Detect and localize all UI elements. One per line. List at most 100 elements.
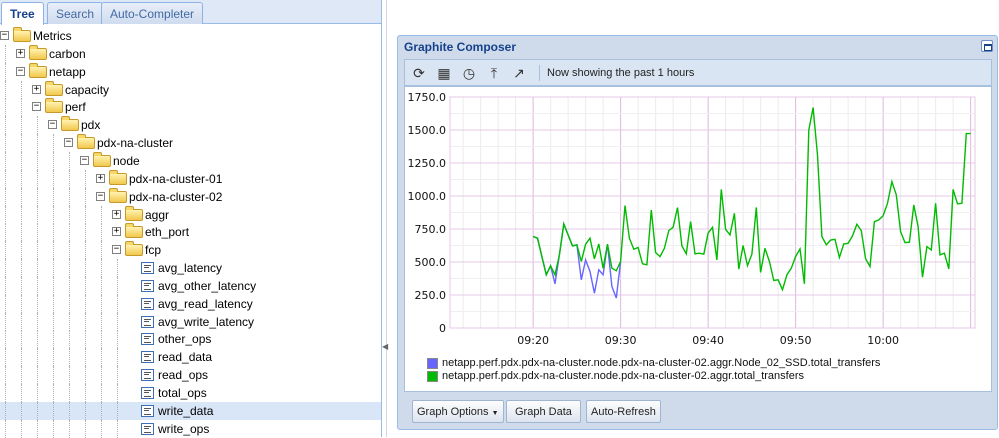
tab-tree[interactable]: Tree [1,2,44,25]
tree-metric[interactable]: write_data [0,401,381,420]
tree-guide-line [53,294,54,313]
tree-guide-line [21,294,22,313]
tree-guide-line [117,312,118,331]
collapse-icon[interactable]: − [80,154,89,165]
tree-guide-line [69,348,70,367]
tree-guide-line [69,205,70,224]
tree-guide-line [21,366,22,385]
series-line-0 [532,221,622,299]
folder-open-icon [45,98,63,114]
collapse-icon[interactable]: − [96,190,105,201]
collapse-icon[interactable]: − [16,65,25,76]
collapse-icon[interactable]: − [112,244,121,255]
tree-guide-line [85,312,86,331]
tree-folder[interactable]: + pdx-na-cluster-01 [0,169,381,188]
tree-guide-line [21,98,22,117]
folder-icon [125,205,143,221]
tree-guide-line [5,80,6,99]
y-tick-label: 1000.0 [408,190,447,203]
tree-metric[interactable]: avg_read_latency [0,294,381,313]
tree-metric[interactable]: other_ops [0,330,381,349]
collapse-arrow-icon[interactable]: ◀ [382,342,389,351]
tree-guide-line [5,259,6,278]
tree-metric[interactable]: read_data [0,348,381,367]
tree-folder[interactable]: − perf [0,98,381,117]
x-tick-label: 09:20 [517,334,549,347]
tree-folder[interactable]: − Metrics [0,27,381,45]
tree-node-label: read_data [158,350,213,365]
tree-guide-line [5,241,6,260]
expand-icon[interactable]: + [96,172,105,183]
tree-guide-line [53,366,54,385]
tree-node-label: read_ops [158,368,209,383]
tree-folder[interactable]: − netapp [0,62,381,81]
tree-folder[interactable]: − fcp [0,241,381,260]
tree-folder[interactable]: − pdx-na-cluster-02 [0,187,381,206]
x-tick-label: 09:30 [605,334,637,347]
tree-folder[interactable]: + carbon [0,44,381,63]
metric-icon [141,297,154,310]
dropdown-arrow-icon: ▼ [491,410,499,417]
tab-auto-completer[interactable]: Auto-Completer [101,2,204,24]
legend-label: netapp.perf.pdx.pdx-na-cluster.node.pdx-… [442,370,804,382]
y-tick-label: 250.0 [415,289,447,302]
tree-guide-line [21,80,22,99]
tree-guide-line [5,330,6,349]
tree-node-label: write_ops [158,421,210,436]
graph-options-button[interactable]: Graph Options ▼ [412,400,504,423]
panel-splitter[interactable] [382,0,387,437]
calendar-icon[interactable]: ▦ [437,65,451,81]
expand-icon[interactable]: + [112,208,121,219]
tree-node-label: aggr [145,207,170,222]
expand-icon[interactable]: + [112,226,121,237]
auto-refresh-button[interactable]: Auto-Refresh [586,400,661,423]
graph-data-button[interactable]: Graph Data [506,400,581,423]
tree-metric[interactable]: read_ops [0,366,381,385]
tree-guide-line [101,401,102,420]
tree-folder[interactable]: + aggr [0,205,381,224]
tree-guide-line [69,401,70,420]
tree-guide-line [21,419,22,438]
x-tick-label: 09:40 [692,334,724,347]
collapse-icon[interactable]: − [0,30,9,40]
x-tick-label: 10:00 [867,334,899,347]
collapse-icon[interactable]: − [48,119,57,130]
line-chart: 0 250.0 500.0 750.0 1000.0 1250.0 1500.0 1750.0… [408,91,976,347]
tree-guide-line [53,419,54,438]
refresh-icon[interactable]: ⟳ [413,65,425,81]
maximize-icon[interactable] [981,40,993,52]
tree-guide-line [117,384,118,402]
metric-icon [141,333,154,346]
tree-metric[interactable]: avg_write_latency [0,312,381,331]
tree-metric[interactable]: total_ops [0,384,381,402]
tab-search[interactable]: Search [47,2,104,24]
tree-guide-line [101,259,102,278]
tree-guide-line [101,366,102,385]
tree-node-label: netapp [49,64,86,79]
tree-folder[interactable]: − node [0,151,381,170]
collapse-icon[interactable]: − [32,101,41,112]
tree-metric[interactable]: write_ops [0,419,381,438]
y-tick-label: 1250.0 [408,157,447,170]
tree-guide-line [117,294,118,313]
collapse-icon[interactable]: − [64,137,73,148]
upload-icon[interactable]: ⤒ [490,65,498,81]
tree-folder[interactable]: + eth_port [0,223,381,242]
expand-icon[interactable]: + [16,47,25,58]
tree-guide-line [21,312,22,331]
tree-guide-line [37,419,38,438]
time-range-status: Now showing the past 1 hours [547,67,695,79]
tree-folder[interactable]: − pdx-na-cluster [0,134,381,153]
tree-guide-line [21,241,22,260]
tree-guide-line [21,330,22,349]
tree-metric[interactable]: avg_latency [0,259,381,278]
clock-icon[interactable]: ◷ [462,65,476,81]
metric-icon [141,387,154,399]
expand-icon[interactable]: + [32,83,41,94]
tree-folder[interactable]: − pdx [0,116,381,135]
tree-guide-line [5,294,6,313]
tree-metric[interactable]: avg_other_latency [0,276,381,295]
tree-guide-line [37,384,38,402]
tree-folder[interactable]: + capacity [0,80,381,99]
share-icon[interactable]: ↗ [513,65,525,81]
